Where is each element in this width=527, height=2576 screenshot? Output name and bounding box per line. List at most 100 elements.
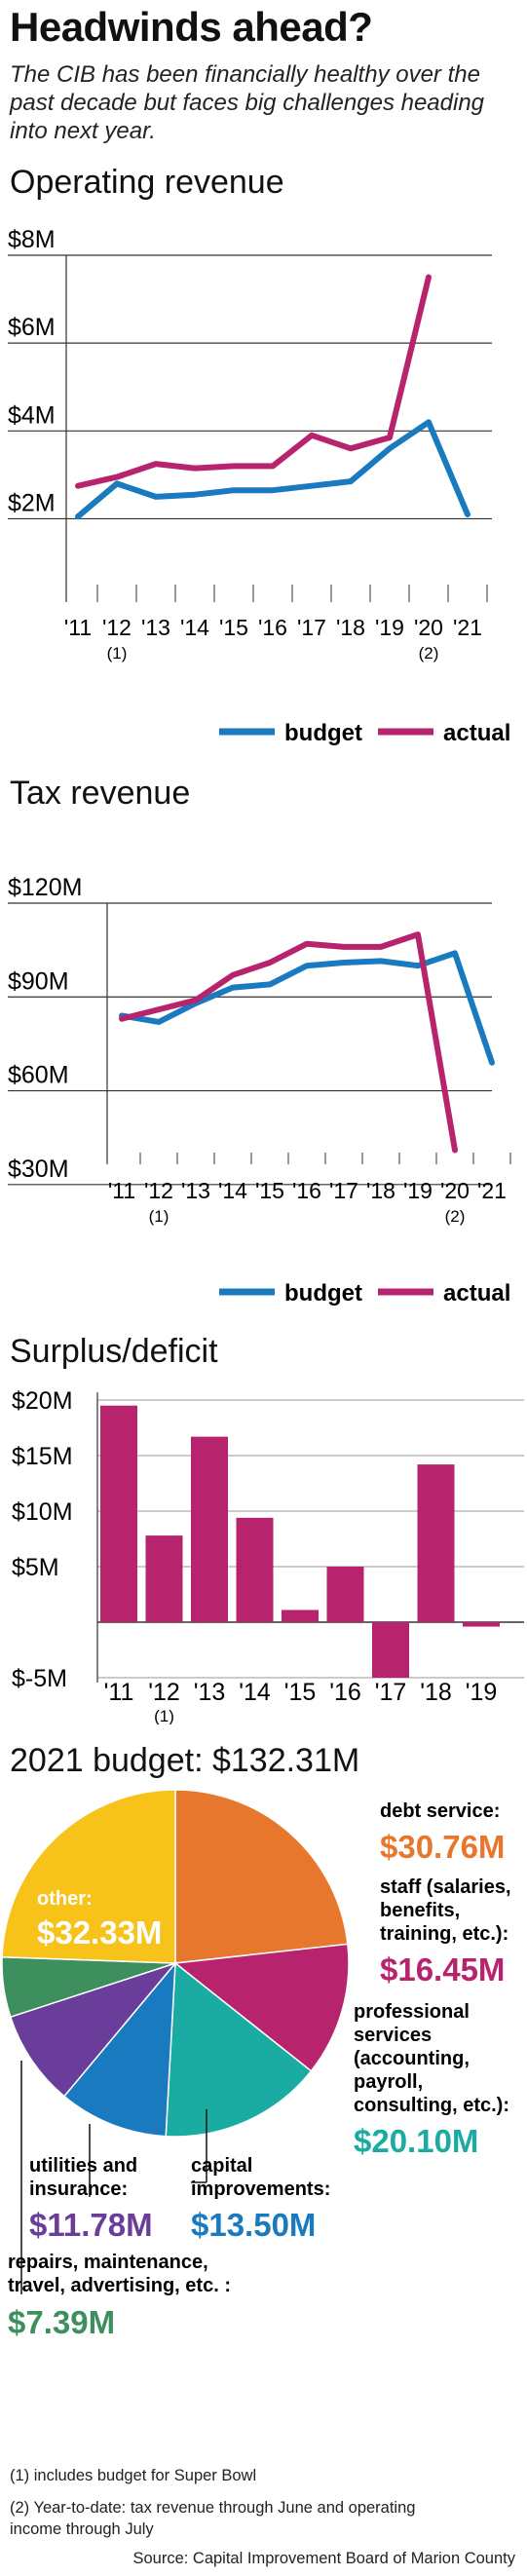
y-tick-label: $90M [8,967,69,995]
staff-slice [173,1943,350,2072]
surplus-bar [326,1567,364,1622]
staff-label: benefits, [380,1900,460,1921]
legend-budget-label: budget [284,1280,362,1307]
x-tick-label: '12 [102,615,132,640]
x-tick-label: '15 [255,1178,284,1203]
professional-services-label: payroll, [354,2071,423,2093]
professional-services-slice [165,1961,313,2138]
y-tick-label: $-5M [12,1665,67,1692]
x-tick-label: '11 [104,1679,134,1706]
capital-label: capital [191,2155,252,2177]
x-tick-label: '19 [375,615,404,640]
surplus-bar [191,1436,228,1622]
actual-series-line [75,274,432,489]
x-tick-label: '18 [366,1178,395,1203]
tax-revenue-chart: $120M $90M $60M $30M '11 '12 (1) '13 '14 '15 '16 '… [8,874,511,1307]
surplus-bar [463,1622,500,1627]
debt-service-label: debt service: [380,1800,500,1822]
x-tick-label: '17 [297,615,326,640]
x-tick-note: (2) [445,1207,466,1226]
utilities-label: insurance: [29,2178,128,2200]
y-tick-label: $60M [8,1062,69,1089]
debt-service-value: $30.76M [380,1829,505,1865]
debt-service-slice [174,1789,349,1964]
x-tick-label: '15 [219,615,248,640]
x-tick-label: '14 [218,1178,247,1203]
footnote-2-cont: income through July [10,2520,154,2538]
professional-services-label: (accounting, [354,2048,470,2069]
capital-value: $13.50M [191,2207,316,2243]
utilities-slice [9,1961,178,2098]
footnote-1: (1) includes budget for Super Bowl [10,2467,257,2484]
x-tick-label: '13 [181,1178,210,1203]
y-tick-label: $20M [12,1387,73,1415]
professional-services-value: $20.10M [354,2123,478,2159]
y-tick-label: $8M [8,226,56,253]
x-tick-note: (1) [154,1707,174,1724]
x-tick-label: '17 [329,1178,358,1203]
repairs-label: travel, advertising, etc. : [8,2275,231,2296]
y-tick-label: $15M [12,1443,73,1470]
surplus-bar [100,1405,137,1622]
professional-services-label: consulting, etc.): [354,2095,509,2116]
x-tick-label: '14 [239,1679,271,1706]
x-tick-label: '16 [258,615,287,640]
surplus-deficit-chart: $20M $15M $10M $5M $-5M '11 '12(1) '13 '14 '15 '1… [12,1387,524,1724]
x-tick-label: '19 [466,1679,498,1706]
x-tick-note: (1) [149,1207,169,1226]
x-tick-note: (2) [419,644,439,663]
x-tick-note: (1) [107,644,128,663]
operating-revenue-title: Operating revenue [10,164,284,201]
legend-budget-label: budget [284,720,362,746]
repairs-label: repairs, maintenance, [8,2252,208,2273]
y-tick-label: $2M [8,489,56,516]
actual-series-line [119,931,458,1154]
x-tick-label: '18 [336,615,365,640]
x-tick-label: '18 [420,1679,452,1706]
x-tick-label: '15 [284,1679,317,1706]
x-tick-label: '13 [141,615,170,640]
legend-actual-label: actual [443,1280,510,1307]
utilities-label: utilities and [29,2155,137,2177]
y-tick-label: $6M [8,314,56,341]
x-tick-label: '19 [403,1178,433,1203]
x-tick-label: '17 [375,1679,407,1706]
budget-pie-chart: debt service: $30.76M staff (salaries, b… [1,1789,511,2340]
y-tick-label: $5M [12,1554,59,1581]
utilities-value: $11.78M [29,2207,153,2243]
surplus-bar [372,1622,409,1678]
surplus-bar [282,1610,319,1622]
operating-revenue-chart: $8M $6M $4M $2M '11 '12 (1) '13 '14 '15 '16 '17 '18… [8,226,510,746]
staff-label: training, etc.): [380,1923,508,1945]
capital-improvements-slice [62,1960,176,2138]
staff-value: $16.45M [380,1951,505,1988]
other-value: $32.33M [37,1914,162,1951]
tax-revenue-title: Tax revenue [10,775,191,812]
staff-label: staff (salaries, [380,1876,511,1898]
y-tick-label: $10M [12,1498,73,1526]
other-slice [1,1789,176,1964]
x-tick-label: '21 [453,615,482,640]
repairs-value: $7.39M [8,2304,115,2340]
x-tick-label: '14 [180,615,209,640]
surplus-bar [145,1535,183,1622]
y-tick-label: $30M [8,1155,69,1183]
y-tick-label: $120M [8,874,82,901]
surplus-bar [236,1517,274,1622]
x-tick-label: '16 [329,1679,361,1706]
x-tick-label: '11 [108,1178,135,1203]
professional-services-label: services [354,2025,432,2046]
surplus-deficit-title: Surplus/deficit [10,1333,218,1370]
y-tick-label: $4M [8,401,56,429]
capital-label: improvements: [191,2178,330,2200]
x-tick-label: '16 [292,1178,321,1203]
x-tick-label: '21 [477,1178,507,1203]
x-tick-label: '20 [440,1178,470,1203]
budget-series-line [75,419,471,520]
x-tick-label: '12 [144,1178,173,1203]
other-label: other: [37,1888,93,1910]
budget-series-line [119,950,495,1066]
budget-pie-title: 2021 budget: $132.31M [10,1742,360,1779]
x-tick-label: '20 [414,615,443,640]
footnote-2: (2) Year-to-date: tax revenue through Ju… [10,2499,416,2517]
